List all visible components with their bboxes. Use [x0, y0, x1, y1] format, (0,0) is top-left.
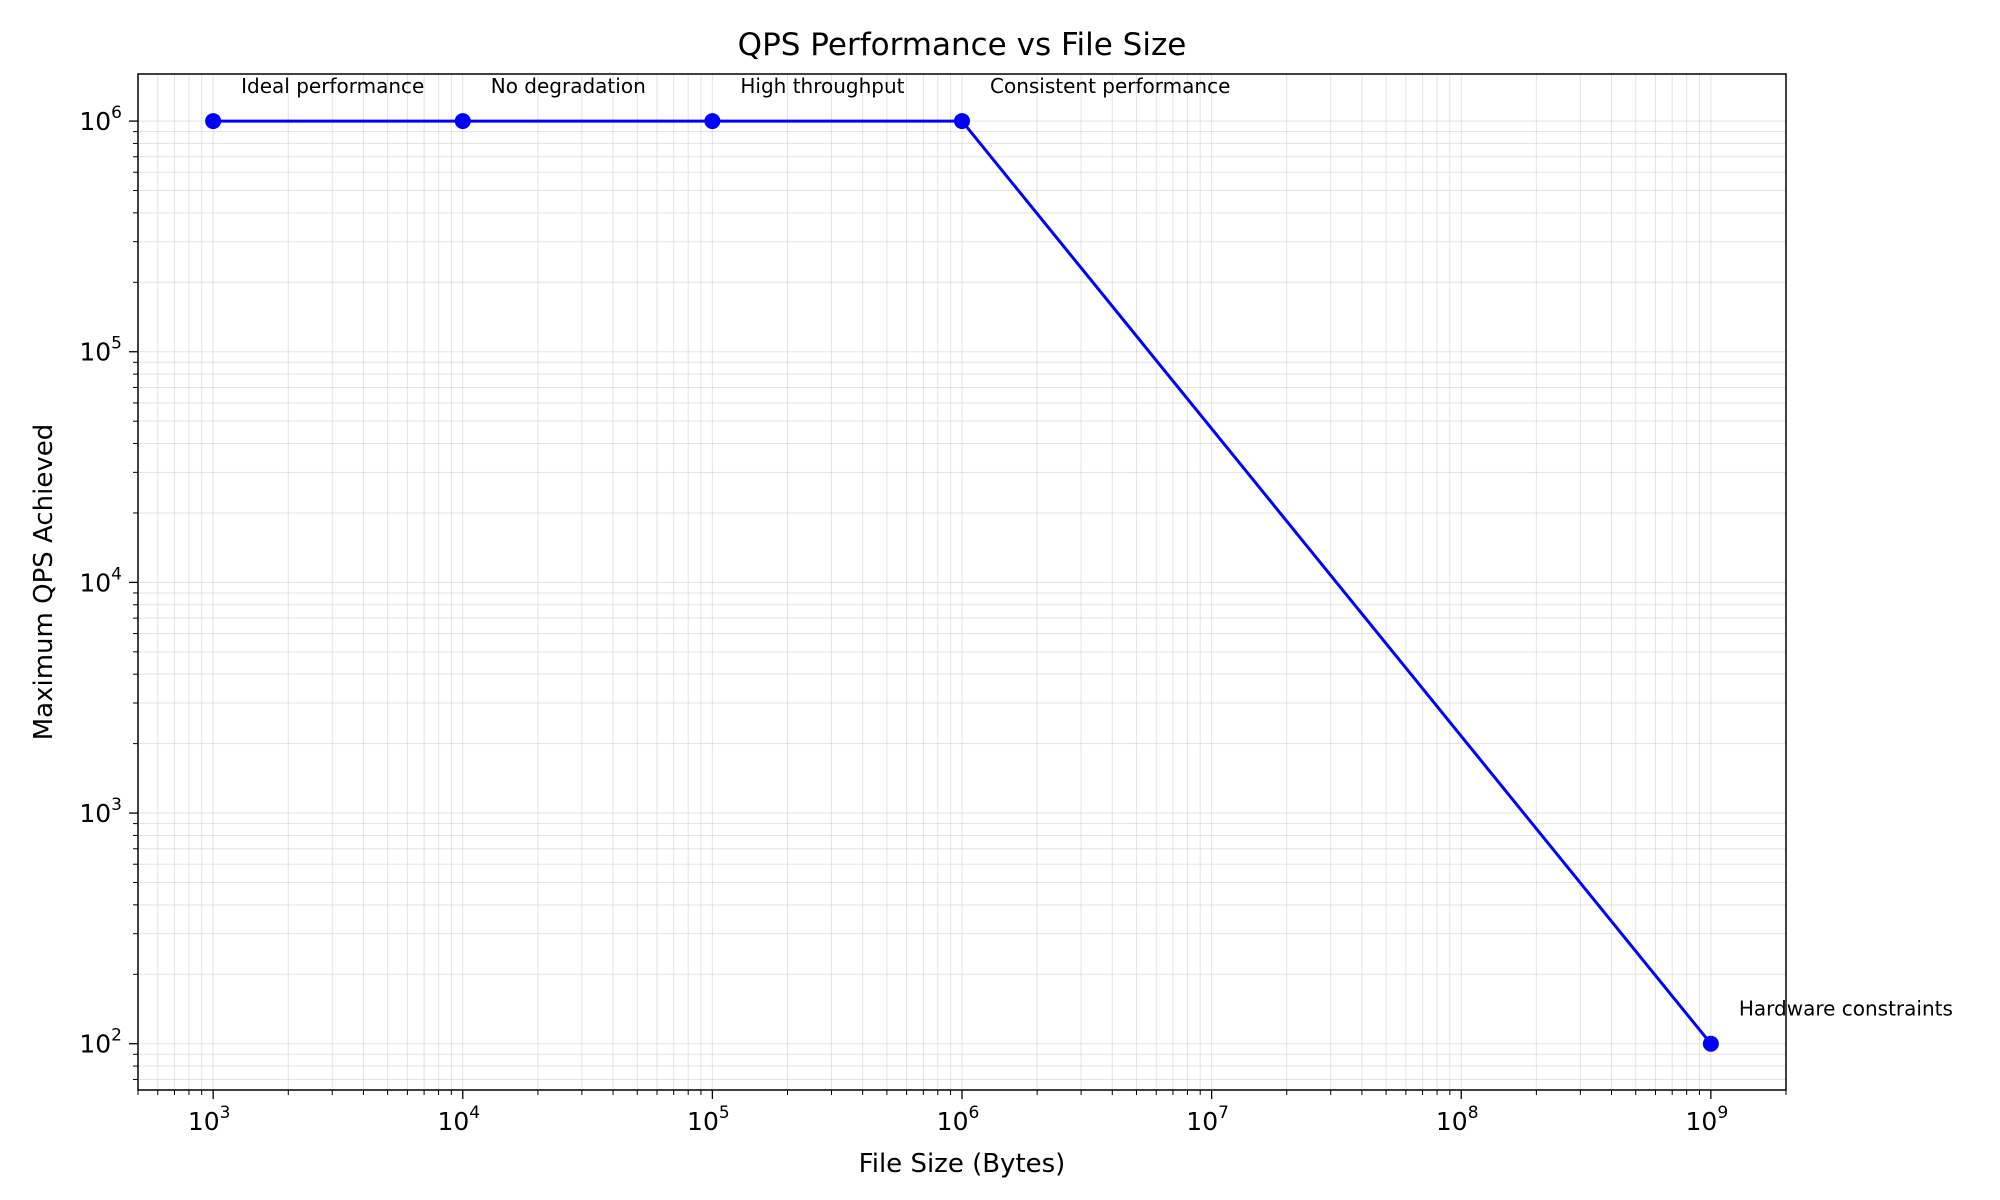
y-tick-label: 103	[79, 795, 122, 828]
x-tick-label: 103	[188, 1103, 231, 1136]
x-tick-labels: 103 104 105 106 107 108 109	[188, 1103, 1728, 1136]
annotation-label: Hardware constraints	[1739, 997, 1953, 1021]
x-tick-label: 109	[1686, 1103, 1729, 1136]
annotation-label: Ideal performance	[241, 74, 424, 98]
y-axis-label: Maximum QPS Achieved	[29, 424, 59, 741]
annotation-label: Consistent performance	[990, 74, 1230, 98]
minor-ticks	[133, 131, 1787, 1095]
data-point	[205, 113, 222, 130]
grid-lines	[137, 74, 1787, 1090]
y-tick-label: 106	[79, 103, 122, 136]
x-tick-label: 107	[1186, 1103, 1229, 1136]
data-point	[954, 113, 970, 130]
annotation-label: No degradation	[491, 74, 646, 98]
x-tick-label: 106	[937, 1103, 980, 1136]
chart-title: QPS Performance vs File Size	[738, 27, 1187, 63]
x-tick-label: 105	[687, 1103, 730, 1136]
major-ticks	[129, 120, 1712, 1099]
data-point	[1702, 1035, 1719, 1052]
data-point	[454, 113, 471, 130]
plot-area-frame	[137, 73, 1787, 1091]
data-point	[704, 113, 721, 130]
y-tick-label: 104	[79, 564, 122, 597]
y-tick-labels: 102 103 104 105 106	[79, 103, 122, 1059]
series-layer	[205, 113, 1719, 1052]
y-tick-label: 105	[79, 334, 122, 367]
y-tick-label: 102	[79, 1026, 122, 1059]
annotation-label: High throughput	[740, 74, 904, 98]
x-tick-label: 104	[437, 1103, 480, 1136]
x-tick-label: 108	[1436, 1103, 1479, 1136]
annotations: Ideal performance No degradation High thro…	[241, 74, 1953, 1021]
x-axis-label: File Size (Bytes)	[859, 1149, 1066, 1179]
